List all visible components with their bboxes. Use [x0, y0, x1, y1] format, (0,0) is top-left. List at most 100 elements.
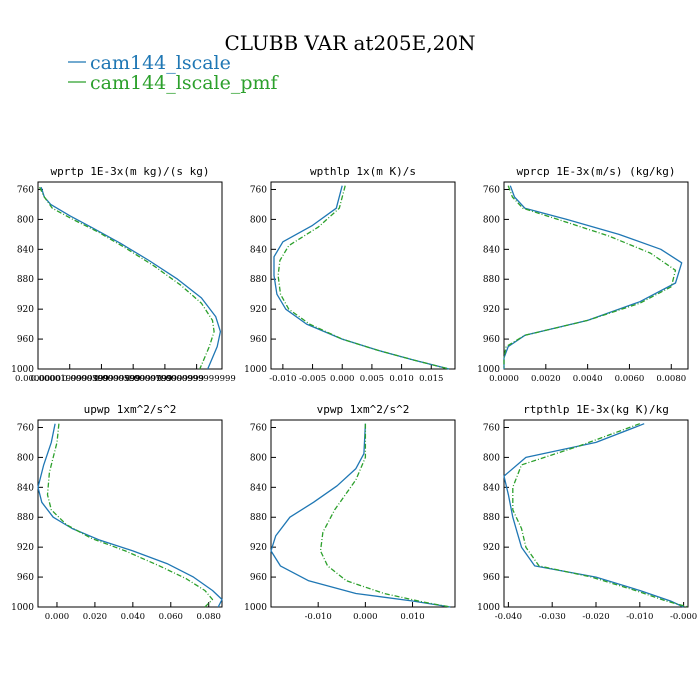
y-tick-label: 1000	[244, 365, 267, 375]
x-tick-label: 0.0000199999999	[31, 374, 109, 384]
panel-title: upwp 1xm^2/s^2	[84, 403, 177, 416]
y-tick-label: 880	[483, 513, 500, 523]
y-tick-label: 1000	[11, 603, 34, 613]
series-line-lscale-pmf	[46, 423, 214, 608]
panel-1: wprtp 1E-3x(m kg)/(s kg) 760 800 840 880 920 9…	[11, 165, 236, 384]
y-tick-label: 840	[483, 245, 500, 255]
series-line-lscale-pmf	[512, 423, 689, 608]
x-tick-label: 0.040	[121, 612, 145, 622]
plot-frame	[270, 181, 456, 370]
x-tick-label: -0.010	[305, 612, 332, 622]
x-tick-label: 0.0020	[531, 374, 561, 384]
x-tick-label: 0.0060	[615, 374, 645, 384]
series-line-lscale-pmf	[319, 423, 451, 608]
panels: wprtp 1E-3x(m kg)/(s kg) 760 800 840 880 920 9…	[11, 165, 697, 622]
y-tick-label: 920	[483, 305, 500, 315]
panel-title: vpwp 1xm^2/s^2	[317, 403, 410, 416]
y-tick-label: 880	[483, 275, 500, 285]
x-tick-label: -0.010	[626, 612, 653, 622]
series-line-lscale	[503, 185, 683, 369]
y-tick-label: 920	[250, 543, 267, 553]
x-tick-label: -0.040	[495, 612, 522, 622]
y-tick-label: 960	[17, 573, 34, 583]
panel-6: rtpthlp 1E-3x(kg K)/kg 760 800 840 880 920 960…	[477, 403, 697, 622]
series-line-lscale	[40, 187, 222, 370]
x-tick-label: 0.020	[83, 612, 107, 622]
x-tick-label: 0.080	[197, 612, 221, 622]
y-tick-label: 800	[483, 215, 500, 225]
y-tick-label: 760	[17, 423, 34, 433]
series-line-lscale-pmf	[277, 185, 450, 370]
series-line-lscale	[503, 423, 684, 608]
figure-title: CLUBB VAR at205E,20N	[224, 31, 475, 55]
y-tick-label: 800	[17, 215, 34, 225]
panel-title: wpthlp 1x(m K)/s	[310, 165, 416, 178]
y-tick-label: 920	[483, 543, 500, 553]
x-tick-label: -0.020	[582, 612, 609, 622]
panel-4: upwp 1xm^2/s^2 760 800 840 880 920 960 1000 0.00…	[11, 403, 223, 622]
x-tick-label: -0.005	[299, 374, 326, 384]
x-tick-label: 0.060	[159, 612, 183, 622]
x-tick-label: 0.0000999999999	[157, 374, 235, 384]
y-tick-label: 960	[483, 573, 500, 583]
x-tick-label: -0.030	[539, 612, 566, 622]
x-tick-label: 0.0040	[573, 374, 603, 384]
legend-label-lscale: cam144_lscale	[90, 52, 231, 74]
y-tick-label: 880	[17, 275, 34, 285]
legend: cam144_lscale cam144_lscale_pmf	[68, 52, 280, 94]
y-tick-label: 760	[250, 185, 267, 195]
y-tick-label: 880	[17, 513, 34, 523]
y-tick-label: 840	[250, 483, 267, 493]
x-tick-label: 0.0000399999999	[62, 374, 140, 384]
y-tick-label: 1000	[477, 365, 500, 375]
y-tick-label: 800	[483, 453, 500, 463]
series-line-lscale	[270, 423, 451, 608]
x-tick-label: 0.0000000	[15, 374, 61, 384]
x-tick-label: 0.0000799999999	[126, 374, 204, 384]
x-tick-label: 0.010	[400, 612, 424, 622]
plot-frame	[503, 181, 689, 370]
x-tick-label: -0.010	[269, 374, 296, 384]
panel-5: vpwp 1xm^2/s^2 760 800 840 880 920 960 1000 -0.0…	[244, 403, 456, 622]
y-tick-label: 760	[250, 423, 267, 433]
plot-frame	[37, 419, 223, 608]
y-tick-label: 1000	[244, 603, 267, 613]
series-line-lscale-pmf	[503, 185, 677, 369]
plot-frame	[37, 181, 223, 370]
series-line-lscale	[37, 423, 223, 608]
y-tick-label: 1000	[11, 365, 34, 375]
y-tick-label: 880	[250, 275, 267, 285]
y-tick-label: 840	[17, 245, 34, 255]
x-tick-label: 0.0080	[656, 374, 686, 384]
plot-frame	[270, 419, 456, 608]
y-tick-label: 1000	[477, 603, 500, 613]
series-line-lscale-pmf	[39, 186, 215, 370]
y-tick-label: 800	[250, 453, 267, 463]
y-tick-label: 920	[17, 305, 34, 315]
panel-2: wpthlp 1x(m K)/s7608008408809209601000-0…	[244, 165, 456, 384]
y-tick-label: 760	[483, 185, 500, 195]
panel-title: rtpthlp 1E-3x(kg K)/kg	[523, 403, 669, 416]
y-tick-label: 760	[17, 185, 34, 195]
y-tick-label: 960	[250, 573, 267, 583]
series-line-lscale	[273, 185, 450, 370]
panel-title: wprcp 1E-3x(m/s) (kg/kg)	[517, 165, 676, 178]
x-tick-label: 0.015	[419, 374, 443, 384]
y-tick-label: 920	[250, 305, 267, 315]
y-tick-label: 960	[17, 335, 34, 345]
x-tick-label: 0.000	[45, 612, 69, 622]
y-tick-label: 960	[250, 335, 267, 345]
y-tick-label: 760	[483, 423, 500, 433]
x-tick-label: -0.000	[670, 612, 697, 622]
y-tick-label: 960	[483, 335, 500, 345]
legend-label-lscale-pmf: cam144_lscale_pmf	[90, 72, 280, 94]
y-tick-label: 840	[17, 483, 34, 493]
y-tick-label: 880	[250, 513, 267, 523]
x-tick-label: 0.000	[353, 612, 377, 622]
x-tick-label: 0.005	[360, 374, 384, 384]
y-tick-label: 800	[250, 215, 267, 225]
y-tick-label: 920	[17, 543, 34, 553]
x-tick-label: 0.000	[330, 374, 354, 384]
x-tick-label: 0.0000599999999	[94, 374, 172, 384]
